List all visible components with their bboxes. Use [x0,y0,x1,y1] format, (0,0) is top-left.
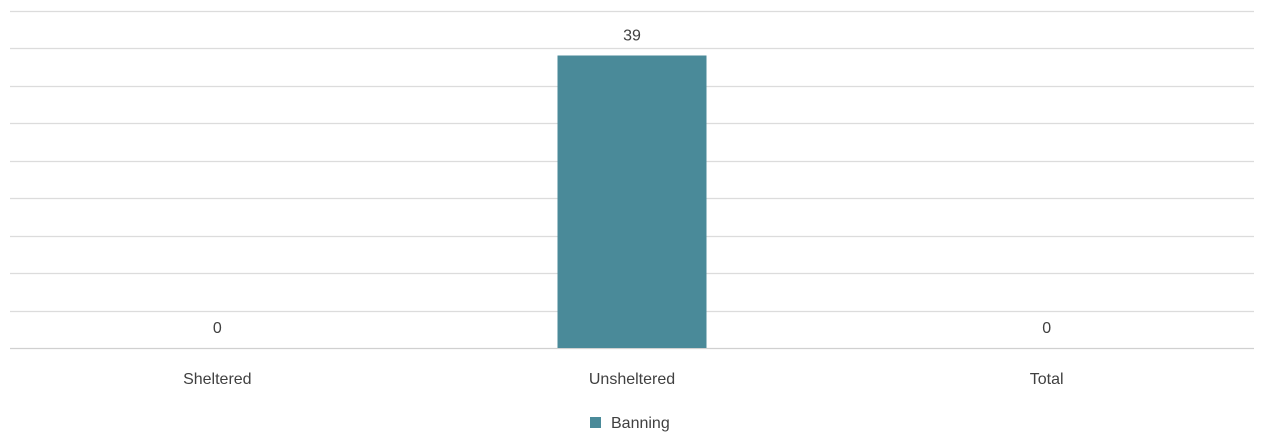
data-labels: 0 39 0 [213,28,1051,338]
bar-unsheltered [557,55,707,348]
data-label-total: 0 [1042,320,1051,337]
legend-label-banning: Banning [611,415,670,432]
category-label-sheltered: Sheltered [183,371,252,388]
bars [557,55,707,348]
legend: Banning [590,415,670,432]
category-label-total: Total [1030,371,1064,388]
category-axis: Sheltered Unsheltered Total [183,371,1063,388]
data-label-sheltered: 0 [213,320,222,337]
legend-swatch-banning [590,417,601,428]
data-label-unsheltered: 39 [623,28,641,45]
category-label-unsheltered: Unsheltered [589,371,675,388]
